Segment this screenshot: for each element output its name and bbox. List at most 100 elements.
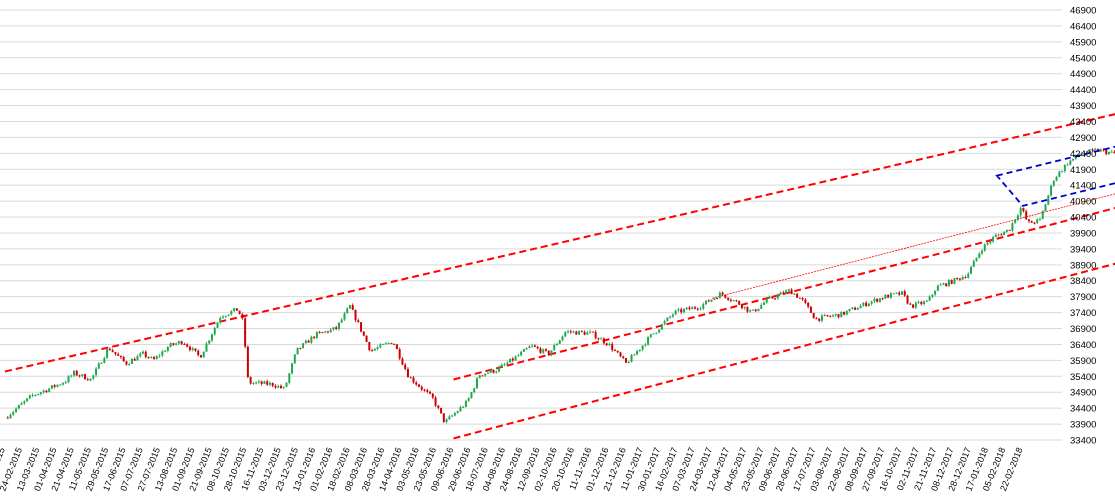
candle [834, 313, 837, 317]
candle [663, 319, 666, 326]
candle [12, 410, 15, 417]
candle [994, 233, 997, 238]
candle [845, 309, 848, 316]
candle [699, 306, 702, 311]
candle [95, 366, 98, 377]
candle [467, 397, 470, 403]
candle [564, 331, 567, 338]
candle [119, 355, 122, 359]
candle [97, 361, 100, 370]
candle [139, 351, 142, 358]
candle [70, 374, 73, 378]
candle [928, 295, 931, 302]
candle [343, 311, 346, 321]
candle [729, 297, 732, 303]
candle [660, 323, 663, 331]
candle [255, 381, 258, 385]
candle [848, 308, 851, 313]
candle [73, 370, 75, 377]
candle [431, 393, 434, 400]
candle [142, 350, 144, 355]
candle [28, 394, 31, 400]
candle [412, 376, 415, 384]
candle [161, 349, 164, 358]
candle [495, 370, 498, 374]
candle [575, 330, 578, 335]
candle [889, 291, 892, 299]
candle [787, 288, 790, 292]
candle [826, 314, 829, 317]
candle [340, 318, 343, 324]
candle [238, 310, 241, 315]
candle [199, 354, 202, 358]
candle [809, 306, 812, 313]
candle [691, 306, 694, 310]
candle [611, 342, 614, 352]
candle [222, 314, 225, 319]
trend-line [453, 262, 1115, 440]
candle [304, 339, 307, 344]
candle [354, 309, 357, 323]
candle [335, 325, 338, 331]
candle [263, 380, 266, 385]
candle [696, 307, 699, 311]
candle [677, 307, 680, 313]
candle [520, 350, 523, 357]
channel-box-outline [995, 145, 1115, 207]
candle [721, 291, 724, 296]
candle [964, 275, 967, 279]
candle [398, 347, 401, 361]
candle [705, 300, 708, 306]
y-tick-label: 45900 [1070, 37, 1096, 48]
candle [401, 357, 404, 366]
candle [768, 295, 771, 299]
candle [967, 272, 970, 279]
candle [108, 347, 111, 351]
candle [865, 301, 868, 308]
candle [6, 415, 9, 419]
candle [633, 353, 636, 356]
candle [840, 311, 843, 318]
candle [925, 299, 928, 302]
trend-line [4, 113, 1115, 373]
candle [600, 336, 603, 340]
candle [56, 384, 59, 388]
candle [1058, 170, 1061, 178]
candle [360, 322, 363, 333]
candle [202, 351, 205, 358]
candle [500, 363, 503, 368]
candle [738, 300, 741, 306]
candle [1019, 206, 1022, 218]
candle [895, 292, 898, 295]
candle [456, 410, 459, 414]
candle [244, 316, 247, 349]
candle [655, 332, 658, 335]
candle [945, 282, 948, 287]
candle [235, 308, 238, 311]
candle [550, 350, 553, 357]
candle [837, 314, 840, 319]
candle [522, 348, 525, 352]
candle [227, 314, 230, 317]
candle [42, 389, 45, 395]
y-tick-label: 33900 [1070, 420, 1096, 431]
candle [362, 331, 365, 337]
candle [688, 306, 691, 311]
candle [776, 293, 779, 300]
candle [1108, 151, 1110, 155]
candle [329, 328, 332, 333]
candle [682, 308, 685, 314]
candle [487, 371, 489, 374]
candle [807, 302, 810, 309]
candle [86, 377, 89, 381]
candle [572, 330, 575, 334]
candle [470, 391, 473, 399]
candle [1022, 207, 1025, 213]
candle [613, 348, 616, 352]
candle [815, 316, 818, 320]
candle [31, 393, 34, 398]
candle [475, 376, 478, 389]
candle [249, 376, 252, 385]
candle [727, 297, 730, 302]
candle [862, 302, 865, 307]
